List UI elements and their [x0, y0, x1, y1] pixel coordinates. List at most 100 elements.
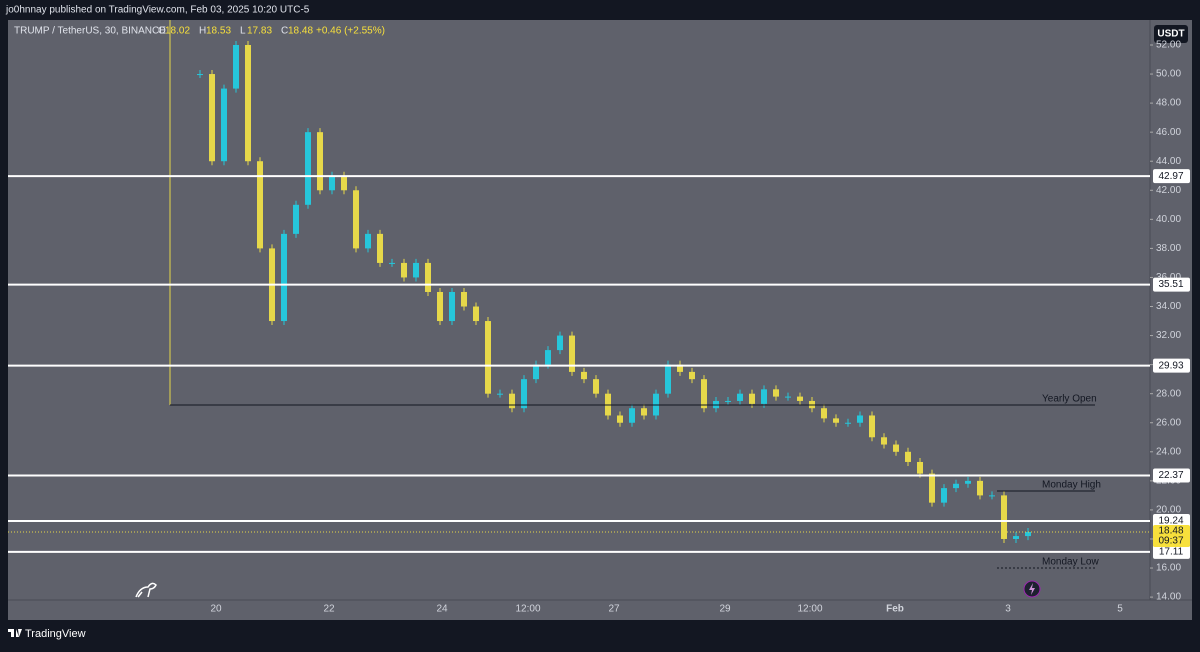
- ohlc-key: L: [240, 26, 246, 37]
- x-tick-label: 5: [1117, 604, 1123, 615]
- candle: [989, 495, 995, 497]
- level-label: 17.11: [1159, 547, 1184, 558]
- y-tick-label: 42.00: [1156, 185, 1181, 196]
- ohlc-value: 17.83: [247, 26, 272, 37]
- candle: [737, 393, 743, 401]
- y-tick-label: 28.00: [1156, 388, 1181, 399]
- candle: [197, 74, 203, 76]
- candle: [497, 393, 503, 395]
- candle: [509, 393, 515, 409]
- candle: [857, 415, 863, 423]
- y-tick-label: 20.00: [1156, 505, 1181, 516]
- candle: [461, 291, 467, 307]
- candle: [245, 44, 251, 162]
- level-label: 22.37: [1158, 470, 1183, 481]
- y-tick-label: 14.00: [1156, 592, 1181, 603]
- candle: [533, 364, 539, 380]
- candle: [485, 321, 491, 394]
- publisher: jo0hnnay published on TradingView.com, F…: [5, 5, 310, 16]
- candle: [965, 480, 971, 484]
- annotation-label: Monday High: [1042, 480, 1101, 491]
- replay-icon[interactable]: [1023, 580, 1041, 598]
- candle: [425, 262, 431, 292]
- candle: [401, 262, 407, 278]
- candle: [761, 389, 767, 404]
- candle: [305, 132, 311, 205]
- last-price-label: 18.48: [1158, 526, 1183, 537]
- candle: [281, 233, 287, 322]
- y-tick-label: 16.00: [1156, 563, 1181, 574]
- candle: [629, 408, 635, 423]
- y-tick-label: 44.00: [1156, 156, 1181, 167]
- plot-area: [8, 20, 1150, 620]
- candle: [389, 262, 395, 264]
- countdown: 09:37: [1158, 536, 1183, 547]
- candle: [917, 461, 923, 474]
- y-tick-label: 24.00: [1156, 446, 1181, 457]
- x-tick-label: 24: [436, 604, 448, 615]
- level-label: 29.93: [1158, 360, 1183, 371]
- candle: [257, 161, 263, 249]
- candle: [785, 396, 791, 398]
- y-tick-label: 26.00: [1156, 417, 1181, 428]
- symbol: TRUMP / TetherUS, 30, BINANCE: [14, 26, 166, 37]
- candle: [1025, 532, 1031, 537]
- candle: [617, 415, 623, 423]
- candle: [365, 233, 371, 249]
- logo-icon: [135, 582, 157, 598]
- y-tick-label: 48.00: [1156, 98, 1181, 109]
- candle: [773, 389, 779, 397]
- candle: [845, 422, 851, 424]
- footer-logo: [8, 629, 22, 637]
- candle: [473, 306, 479, 322]
- level-tag: [1153, 358, 1190, 373]
- candle: [569, 335, 575, 372]
- candle: [677, 364, 683, 372]
- x-tick-label: 29: [719, 604, 731, 615]
- candle: [221, 88, 227, 162]
- candle: [581, 371, 587, 380]
- candle: [341, 175, 347, 191]
- change: +0.46 (+2.55%): [316, 26, 385, 37]
- candle: [1013, 536, 1019, 539]
- x-tick-label: 12:00: [515, 604, 540, 615]
- candle: [893, 444, 899, 452]
- candle: [749, 393, 755, 404]
- y-tick-label: 34.00: [1156, 301, 1181, 312]
- candle: [377, 233, 383, 263]
- level-tag: [1153, 468, 1190, 483]
- x-tick-label: 22: [323, 604, 335, 615]
- candle: [929, 473, 935, 503]
- y-tick-label: 40.00: [1156, 214, 1181, 225]
- ohlc-value: 18.53: [206, 26, 231, 37]
- y-tick-label: 38.00: [1156, 243, 1181, 254]
- annotation-label: Monday Low: [1042, 557, 1099, 568]
- candle: [233, 44, 239, 89]
- candle: [557, 335, 563, 351]
- currency[interactable]: USDT: [1157, 29, 1184, 40]
- candle: [329, 175, 335, 191]
- candle: [293, 204, 299, 234]
- currency-button[interactable]: [1154, 25, 1188, 43]
- x-tick-label: 27: [608, 604, 620, 615]
- y-tick-label: 50.00: [1156, 69, 1181, 80]
- candle: [593, 379, 599, 394]
- candle: [437, 291, 443, 322]
- level-tag: [1153, 544, 1190, 559]
- y-tick-label: 46.00: [1156, 127, 1181, 138]
- candle: [833, 418, 839, 423]
- candle: [641, 408, 647, 416]
- candle: [1001, 495, 1007, 539]
- candle: [881, 437, 887, 445]
- candle: [797, 396, 803, 401]
- candle: [941, 488, 947, 503]
- candle: [545, 350, 551, 365]
- x-tick-label: 20: [210, 604, 222, 615]
- annotation-label: Yearly Open: [1042, 394, 1097, 405]
- candle: [869, 415, 875, 438]
- candle: [449, 291, 455, 322]
- ohlc-key: O: [158, 26, 166, 37]
- candle: [725, 400, 731, 402]
